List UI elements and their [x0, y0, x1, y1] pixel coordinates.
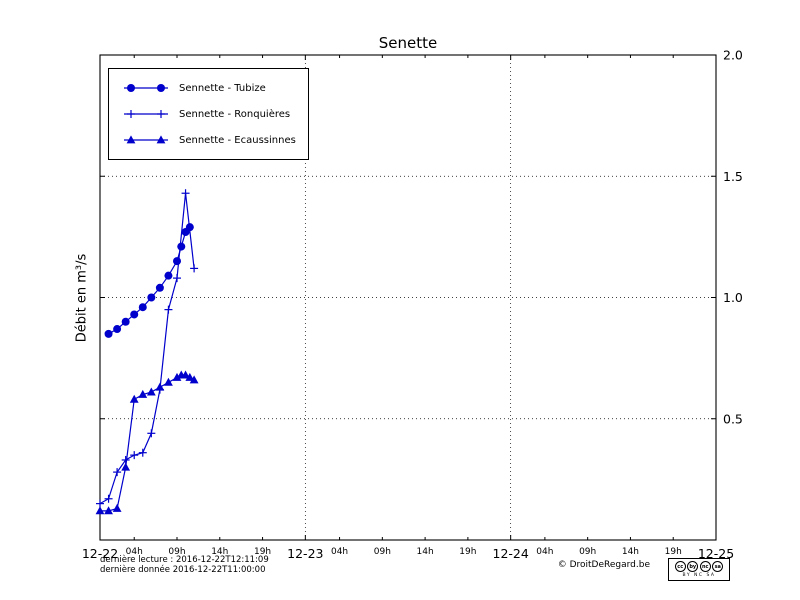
series-line	[99, 193, 195, 505]
circle-marker	[173, 257, 181, 266]
circle-marker	[155, 283, 164, 292]
circle-marker	[177, 242, 186, 251]
x-hour-tick-label: 04h	[331, 547, 348, 557]
x-hour-tick-label: 19h	[459, 547, 476, 557]
series-line	[108, 226, 191, 335]
x-day-tick-label: 12-22	[82, 546, 118, 561]
triangle-marker	[172, 372, 182, 381]
x-hour-tick-label: 04h	[126, 547, 143, 557]
circle-marker	[164, 271, 173, 280]
series-2	[95, 370, 199, 515]
triangle-marker	[138, 389, 148, 398]
triangle-marker	[126, 135, 136, 144]
circle-marker	[127, 84, 135, 92]
license-caption: BY NC SA	[682, 573, 716, 578]
x-hour-tick-label: 09h	[374, 547, 391, 557]
triangle-marker	[181, 370, 190, 379]
last-data-text: dernière donnée 2016-12-22T11:00:00	[100, 565, 266, 575]
legend-item-ronquieres: Sennette - Ronquières	[121, 101, 296, 127]
circle-marker	[147, 293, 156, 302]
legend-item-ecaussinnes: Sennette - Ecaussinnes	[121, 127, 296, 153]
sa-icon: sa	[712, 561, 724, 572]
x-day-tick-label: 12-24	[493, 546, 529, 561]
plus-marker-sample-icon	[124, 110, 168, 118]
license-badge: cc by nc sa BY NC SA	[668, 558, 730, 581]
y-tick-label: 1.0	[723, 290, 743, 305]
triangle-marker	[189, 375, 199, 384]
legend-item-tubize: Sennette - Tubize	[121, 75, 296, 101]
triangle-marker	[129, 394, 139, 403]
legend: Sennette - Tubize Sennette - Ronquières …	[108, 68, 309, 160]
license-icons-row: cc by nc sa	[674, 561, 724, 572]
x-hour-tick-label: 14h	[622, 547, 639, 557]
triangle-marker	[146, 387, 156, 396]
y-tick-label: 0.5	[723, 411, 743, 426]
triangle-marker	[121, 462, 131, 471]
triangle-marker	[185, 372, 195, 381]
x-hour-tick-label: 14h	[417, 547, 434, 557]
cc-icon: cc	[674, 561, 686, 572]
nc-icon: nc	[699, 561, 711, 572]
series-0	[104, 223, 194, 338]
y-tick-label: 2.0	[723, 48, 743, 63]
y-tick-label: 1.5	[723, 169, 743, 184]
legend-label-ronquieres: Sennette - Ronquières	[179, 108, 291, 120]
chart-title: Senette	[378, 34, 438, 52]
legend-label-ecaussinnes: Sennette - Ecaussinnes	[179, 134, 296, 146]
triangle-marker	[155, 382, 165, 391]
circle-marker	[104, 329, 113, 338]
series-1	[96, 189, 199, 508]
legend-label-tubize: Sennette - Tubize	[179, 82, 266, 94]
triangle-marker	[112, 503, 122, 512]
circle-marker	[157, 84, 165, 92]
x-hour-tick-label: 19h	[254, 547, 271, 557]
circle-marker	[121, 317, 130, 326]
triangle-marker-sample-icon	[124, 135, 168, 144]
triangle-marker	[95, 506, 105, 515]
triangle-marker	[104, 506, 113, 515]
triangle-marker	[156, 135, 166, 144]
x-hour-tick-label: 19h	[665, 547, 682, 557]
x-day-tick-label: 12-23	[287, 546, 323, 561]
x-hour-tick-label: 09h	[579, 547, 596, 557]
triangle-marker	[164, 377, 173, 386]
circle-marker	[138, 303, 147, 312]
x-hour-tick-label: 04h	[536, 547, 553, 557]
circle-marker	[130, 310, 139, 319]
x-hour-tick-label: 14h	[211, 547, 228, 557]
x-hour-tick-label: 09h	[168, 547, 185, 557]
by-icon: by	[687, 561, 699, 572]
copyright-text: © DroitDeRegard.be	[557, 560, 650, 570]
x-day-tick-label: 12-25	[698, 546, 734, 561]
last-reading-text: dernière lecture : 2016-12-22T12:11:09	[100, 555, 269, 565]
circle-marker-sample-icon	[124, 84, 168, 92]
circle-marker	[113, 325, 122, 334]
